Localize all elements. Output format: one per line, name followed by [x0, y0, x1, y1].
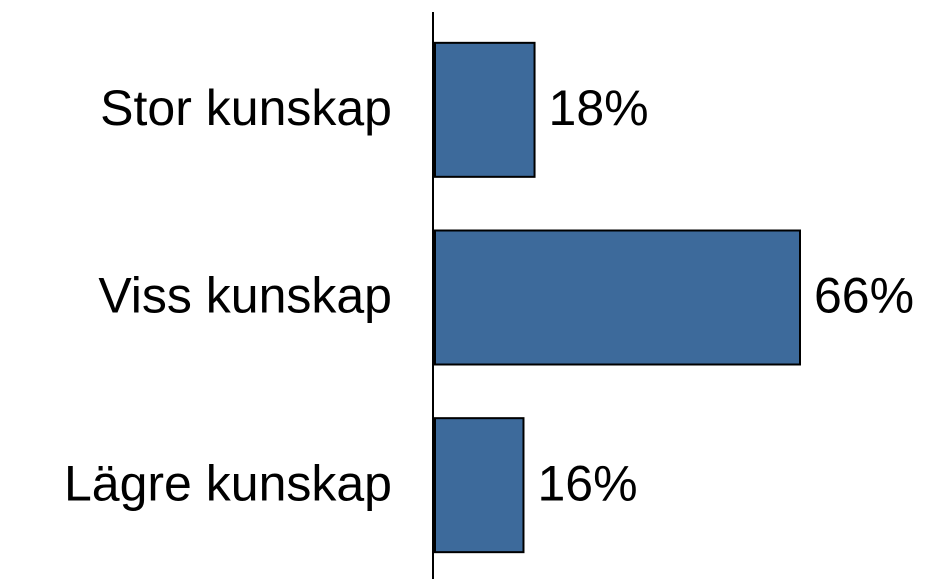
bar — [434, 41, 536, 178]
category-label: Stor kunskap — [100, 80, 392, 136]
value-label: 18% — [549, 80, 649, 136]
value-label: 16% — [537, 455, 637, 511]
bar — [434, 417, 525, 554]
category-label: Viss kunskap — [98, 268, 392, 324]
category-label: Lägre kunskap — [64, 455, 392, 511]
bar — [434, 229, 801, 366]
value-label: 66% — [814, 268, 914, 324]
